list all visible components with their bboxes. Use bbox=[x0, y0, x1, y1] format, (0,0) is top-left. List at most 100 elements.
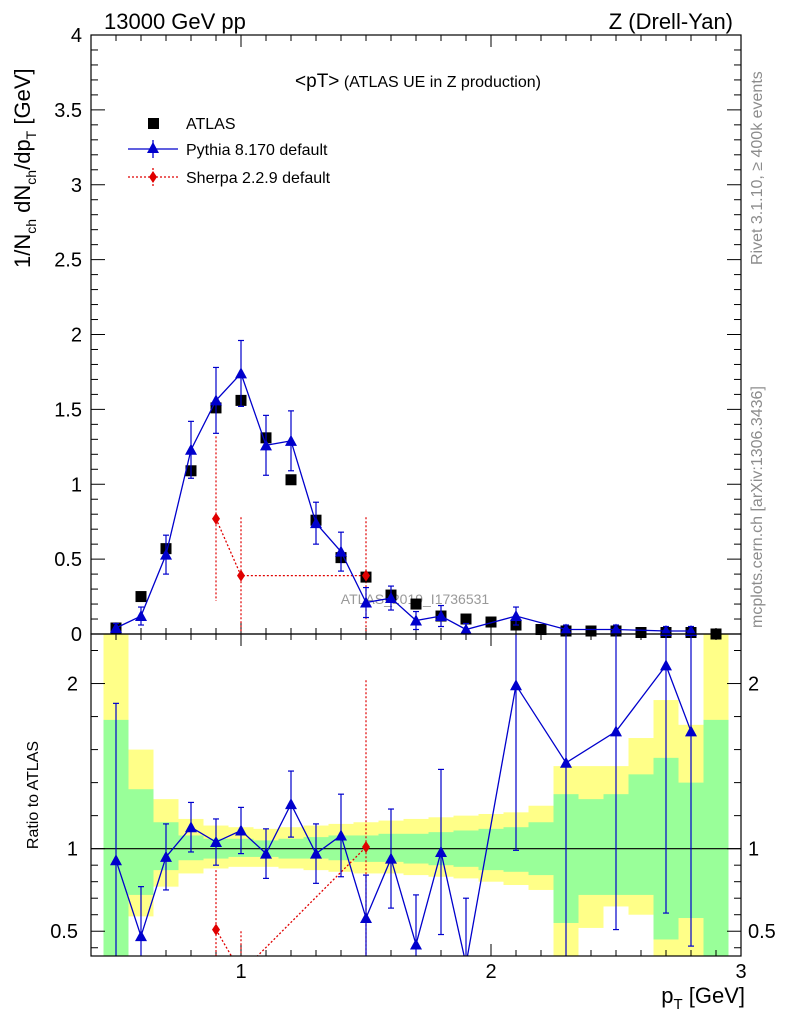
ratio-pythia-point bbox=[135, 930, 147, 942]
legend: ATLAS Pythia 8.170 default Sherpa 2.2.9 … bbox=[128, 116, 331, 187]
atlas-data-point bbox=[285, 474, 297, 486]
top-y-axis-label: 1/Nch dNch/dpT [GeV] bbox=[10, 68, 39, 268]
pythia-point bbox=[385, 592, 397, 604]
header-left: 13000 GeV pp bbox=[104, 9, 246, 34]
pythia-point bbox=[135, 610, 147, 622]
pythia-point bbox=[685, 625, 697, 637]
ratio-band-inner bbox=[578, 799, 604, 895]
ratio-pythia-point bbox=[435, 845, 447, 857]
pythia-point bbox=[210, 394, 222, 406]
top-y-tick-label: 2 bbox=[71, 325, 82, 347]
pythia-point bbox=[560, 623, 572, 635]
pythia-point bbox=[185, 443, 197, 455]
ratio-pythia-point bbox=[360, 912, 372, 924]
atlas-data-point bbox=[485, 616, 497, 628]
pythia-point bbox=[410, 614, 422, 626]
ratio-y-tick-label-left: 2 bbox=[67, 674, 78, 696]
ratio-panel-series bbox=[110, 634, 697, 956]
pythia-point bbox=[660, 625, 672, 637]
atlas-data-point bbox=[635, 627, 647, 639]
ratio-panel-frame bbox=[90, 633, 742, 957]
ratio-pythia-point bbox=[560, 756, 572, 768]
top-y-tick-label: 3.5 bbox=[54, 100, 82, 122]
pythia-line bbox=[115, 372, 691, 632]
ratio-pythia-point bbox=[385, 852, 397, 864]
pythia-point bbox=[235, 367, 247, 379]
x-tick-label: 2 bbox=[485, 961, 496, 983]
top-panel-series bbox=[110, 339, 722, 640]
mcplots-credit-label: mcplots.cern.ch [arXiv:1306.3436] bbox=[749, 386, 766, 628]
pythia-point bbox=[110, 622, 122, 634]
ratio-pythia-point bbox=[335, 829, 347, 841]
ratio-y-tick-label-right: 1 bbox=[748, 839, 759, 861]
pythia-point bbox=[460, 623, 472, 635]
pythia-point bbox=[435, 610, 447, 622]
x-tick-label: 1 bbox=[235, 961, 246, 983]
ratio-pythia-point bbox=[285, 798, 297, 810]
ratio-sherpa-point bbox=[362, 841, 370, 854]
ratio-y-tick-label-left: 0.5 bbox=[50, 921, 78, 943]
ratio-pythia-point bbox=[410, 938, 422, 950]
pythia-point bbox=[285, 434, 297, 446]
sherpa-point bbox=[362, 569, 370, 582]
rivet-version-label: Rivet 3.1.10, ≥ 400k events bbox=[749, 71, 766, 265]
x-tick-label: 3 bbox=[735, 961, 746, 983]
ratio-y-axis-label: Ratio to ATLAS bbox=[25, 741, 42, 849]
top-y-tick-label: 3 bbox=[71, 175, 82, 197]
main-title: <pT> (ATLAS UE in Z production) bbox=[295, 71, 541, 92]
sherpa-point bbox=[212, 512, 220, 525]
ratio-pythia-point bbox=[110, 854, 122, 866]
ratio-band-inner bbox=[628, 774, 654, 895]
legend-sherpa-label: Sherpa 2.2.9 default bbox=[186, 170, 331, 187]
ratio-pythia-point bbox=[310, 847, 322, 859]
title-sub: (ATLAS UE in Z production) bbox=[339, 74, 541, 91]
title-main: <pT> bbox=[295, 71, 339, 92]
ratio-sherpa-line bbox=[215, 846, 367, 956]
legend-pythia-marker bbox=[147, 142, 159, 153]
ratio-pythia-point bbox=[610, 725, 622, 737]
top-y-tick-label: 4 bbox=[71, 25, 82, 47]
atlas-data-point bbox=[585, 625, 597, 637]
ratio-band-inner bbox=[128, 789, 154, 895]
ratio-pythia-point bbox=[660, 659, 672, 671]
ratio-pythia-point bbox=[685, 725, 697, 737]
legend-atlas-marker bbox=[148, 118, 159, 129]
ratio-pythia-point bbox=[210, 836, 222, 848]
ratio-pythia-point bbox=[510, 679, 522, 691]
atlas-data-point bbox=[410, 598, 422, 610]
legend-atlas-label: ATLAS bbox=[186, 116, 236, 133]
ratio-pythia-point bbox=[185, 821, 197, 833]
pythia-point bbox=[310, 517, 322, 529]
pythia-point bbox=[510, 610, 522, 622]
sherpa-line bbox=[215, 518, 366, 577]
ratio-pythia-point bbox=[160, 850, 172, 862]
top-y-tick-label: 0.5 bbox=[54, 549, 82, 571]
ratio-pythia-point bbox=[260, 847, 272, 859]
ratio-sherpa-point bbox=[212, 923, 220, 936]
pythia-point bbox=[610, 623, 622, 635]
atlas-data-point bbox=[135, 591, 147, 603]
ratio-y-tick-label-left: 1 bbox=[67, 839, 78, 861]
legend-sherpa-marker bbox=[149, 171, 157, 183]
ratio-y-tick-label-right: 2 bbox=[748, 674, 759, 696]
axis-tick-labels: 0 0.5 1 1.5 2 2.5 3 3.5 4 0.5 0.5 1 1 2 2 1 2 3 bbox=[50, 25, 776, 983]
top-y-tick-label: 1.5 bbox=[54, 399, 82, 421]
x-axis-label: pT [GeV] bbox=[661, 983, 745, 1013]
atlas-data-point bbox=[535, 624, 547, 636]
pythia-point bbox=[160, 548, 172, 560]
pythia-point bbox=[260, 439, 272, 451]
ratio-y-tick-label-right: 0.5 bbox=[748, 921, 776, 943]
top-y-tick-label: 1 bbox=[71, 474, 82, 496]
pythia-point bbox=[335, 545, 347, 557]
header-right: Z (Drell-Yan) bbox=[609, 9, 733, 34]
atlas-data-point bbox=[460, 613, 472, 625]
pythia-point bbox=[360, 596, 372, 608]
top-y-tick-label: 0 bbox=[71, 624, 82, 646]
top-y-tick-label: 2.5 bbox=[54, 250, 82, 272]
sherpa-point bbox=[237, 569, 245, 582]
ratio-pythia-point bbox=[235, 824, 247, 836]
legend-pythia-label: Pythia 8.170 default bbox=[186, 142, 328, 159]
ratio-band-inner bbox=[703, 719, 729, 956]
ratio-band-inner bbox=[478, 828, 504, 871]
